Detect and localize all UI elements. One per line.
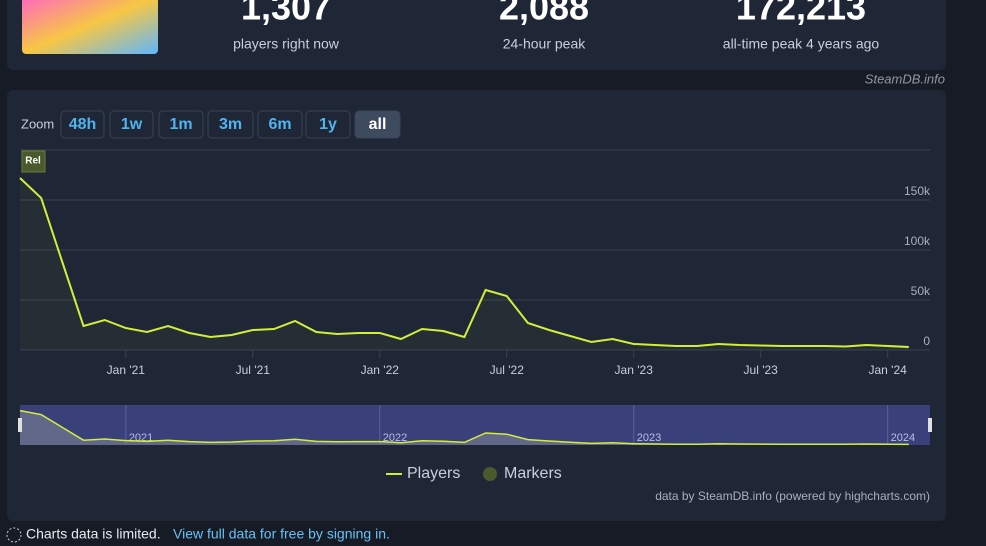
credits: data by SteamDB.info (powered by highcha… [655, 489, 930, 503]
release-marker-label: Rel [25, 156, 41, 167]
zoom-button-label[interactable]: 1w [121, 116, 143, 133]
notice-icon [6, 527, 22, 543]
zoom-button[interactable] [207, 110, 254, 139]
navigator-line [19, 409, 909, 446]
zoom-button-label[interactable]: 3m [219, 116, 242, 133]
navigator-handle[interactable] [18, 418, 22, 432]
y-tick-label: 100k [904, 234, 931, 248]
game-thumbnail [22, 0, 158, 54]
zoom-button-label[interactable]: 48h [69, 116, 97, 133]
navigator-tick-label: 2024 [891, 432, 915, 444]
y-tick-label: 150k [904, 184, 931, 198]
stat-value: 2,088 [499, 0, 589, 28]
y-tick-label: 50k [911, 284, 931, 298]
series-line [19, 177, 909, 348]
y-tick-label: 0 [923, 334, 930, 348]
zoom-button-label[interactable]: 6m [268, 116, 291, 133]
legend-marker [483, 467, 497, 481]
stat-value: 1,307 [241, 0, 331, 28]
x-tick-label: Jul '21 [236, 363, 271, 377]
navigator-handle[interactable] [928, 418, 932, 432]
notice-link[interactable]: View full data for free by signing in. [173, 526, 390, 542]
area [20, 178, 909, 350]
navigator-tick-label: 2023 [637, 432, 661, 444]
notice-text: Charts data is limited. [26, 526, 161, 542]
zoom-button-label[interactable]: 1y [319, 116, 337, 133]
x-tick-label: Jul '22 [490, 363, 525, 377]
x-tick-label: Jan '22 [361, 363, 400, 377]
release-marker [21, 150, 46, 173]
zoom-button[interactable] [60, 110, 105, 139]
zoom-button-label[interactable]: all [369, 116, 387, 133]
navigator-area [20, 410, 909, 445]
navigator-tick-label: 2022 [383, 432, 407, 444]
zoom-button[interactable] [257, 110, 303, 139]
chart-panel [7, 90, 946, 521]
x-tick-label: Jan '21 [107, 363, 146, 377]
legend-label: Markers [504, 465, 562, 482]
stats-panel [7, 0, 946, 70]
source: SteamDB.info [865, 71, 945, 86]
stat-value: 172,213 [736, 0, 866, 28]
zoom-button-label[interactable]: 1m [169, 116, 192, 133]
legend-label: Players [407, 465, 460, 482]
x-tick-label: Jul '23 [744, 363, 779, 377]
zoom-button[interactable] [305, 110, 351, 139]
zoom-button[interactable] [158, 110, 204, 139]
zoom-button[interactable] [354, 110, 401, 139]
stat-label: players right now [233, 36, 340, 52]
stat-label: 24-hour peak [503, 36, 587, 52]
zoom-label: Zoom [21, 116, 54, 131]
x-tick-label: Jan '23 [615, 363, 654, 377]
zoom-button[interactable] [109, 110, 154, 139]
stat-label: all-time peak 4 years ago [723, 36, 880, 52]
x-tick-label: Jan '24 [869, 363, 908, 377]
